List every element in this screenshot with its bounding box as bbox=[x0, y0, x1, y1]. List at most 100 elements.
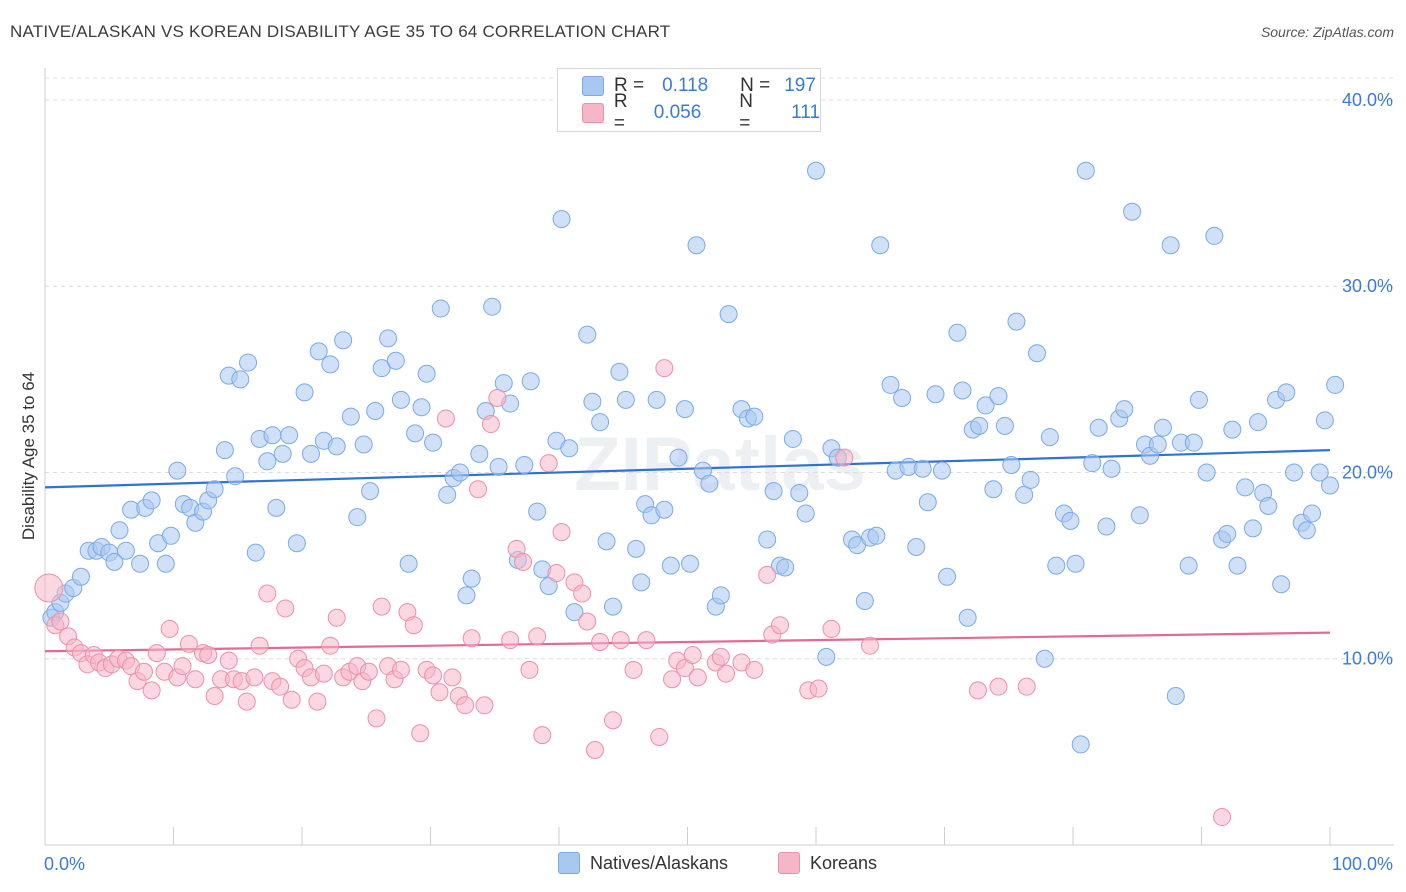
native-point bbox=[1285, 463, 1304, 482]
legend-n-label: N = bbox=[739, 91, 753, 134]
korean-point bbox=[271, 677, 290, 696]
native-point bbox=[348, 508, 367, 527]
native-point bbox=[142, 491, 161, 510]
native-point bbox=[354, 435, 373, 454]
korean-point bbox=[462, 629, 481, 648]
native-point bbox=[1097, 517, 1116, 536]
korean-point bbox=[989, 677, 1008, 696]
korean-point bbox=[603, 711, 622, 730]
korean-point bbox=[142, 681, 161, 700]
legend-swatch-koreans bbox=[582, 103, 604, 123]
native-point bbox=[528, 502, 547, 521]
native-point bbox=[1205, 226, 1224, 245]
native-point bbox=[309, 342, 328, 361]
native-point bbox=[205, 480, 224, 499]
x-tick-label: 100.0% bbox=[1332, 854, 1393, 874]
y-tick-label: 40.0% bbox=[1342, 90, 1393, 110]
native-point bbox=[893, 388, 912, 407]
native-point bbox=[161, 526, 180, 545]
source-label: Source: ZipAtlas.com bbox=[1260, 24, 1394, 40]
native-point bbox=[168, 461, 187, 480]
native-point bbox=[1130, 506, 1149, 525]
korean-point bbox=[539, 454, 558, 473]
native-point bbox=[406, 424, 425, 443]
korean-point bbox=[186, 670, 205, 689]
native-point bbox=[647, 390, 666, 409]
native-point bbox=[700, 474, 719, 493]
korean-point bbox=[683, 646, 702, 665]
korean-point bbox=[411, 724, 430, 743]
native-point bbox=[1021, 470, 1040, 489]
legend-item-natives: Natives/Alaskans bbox=[558, 852, 728, 874]
native-point bbox=[379, 329, 398, 348]
native-point bbox=[451, 463, 470, 482]
native-point bbox=[327, 437, 346, 456]
native-point bbox=[669, 448, 688, 467]
native-point bbox=[280, 426, 299, 445]
korean-point bbox=[469, 480, 488, 499]
legend-row-natives: R = 0.118 N = 197 bbox=[582, 74, 816, 98]
native-point bbox=[334, 331, 353, 350]
native-point bbox=[1236, 478, 1255, 497]
native-point bbox=[970, 416, 989, 435]
native-point bbox=[1259, 496, 1278, 515]
korean-point bbox=[771, 616, 790, 635]
native-point bbox=[399, 554, 418, 573]
axes bbox=[44, 68, 1394, 846]
native-point bbox=[366, 402, 385, 421]
native-point bbox=[1321, 476, 1339, 495]
legend-n-value: 197 bbox=[784, 75, 816, 96]
native-point bbox=[1249, 413, 1268, 432]
native-point bbox=[1326, 375, 1345, 394]
legend-n-value: 111 bbox=[791, 102, 821, 123]
native-point bbox=[675, 400, 694, 419]
native-point bbox=[470, 444, 489, 463]
korean-point bbox=[424, 666, 443, 685]
korean-point bbox=[367, 709, 386, 728]
legend-n-label: N = bbox=[740, 75, 771, 96]
native-point bbox=[1166, 686, 1185, 705]
korean-point bbox=[637, 631, 656, 650]
native-point bbox=[462, 569, 481, 588]
native-point bbox=[273, 444, 292, 463]
native-point bbox=[958, 608, 977, 627]
native-point bbox=[855, 591, 874, 610]
native-point bbox=[372, 359, 391, 378]
native-point bbox=[560, 439, 579, 458]
native-point bbox=[494, 374, 513, 393]
y-tick-label: 10.0% bbox=[1342, 649, 1393, 669]
korean-point bbox=[481, 415, 500, 434]
native-point bbox=[489, 457, 508, 476]
korean-point bbox=[250, 636, 269, 655]
korean-point bbox=[520, 660, 539, 679]
native-point bbox=[1102, 459, 1121, 478]
native-point bbox=[110, 521, 129, 540]
korean-point bbox=[199, 646, 218, 665]
native-point bbox=[907, 537, 926, 556]
native-point bbox=[515, 456, 534, 475]
legend-r-label: R = bbox=[613, 91, 628, 134]
native-point bbox=[758, 530, 777, 549]
korean-point bbox=[34, 573, 64, 603]
native-point bbox=[871, 236, 890, 255]
native-point bbox=[301, 444, 320, 463]
native-point bbox=[1083, 454, 1102, 473]
korean-point bbox=[51, 612, 70, 631]
native-point bbox=[764, 482, 783, 501]
korean-point bbox=[822, 619, 841, 638]
korean-point bbox=[655, 359, 674, 378]
native-point bbox=[881, 375, 900, 394]
native-point bbox=[1153, 418, 1172, 437]
native-point bbox=[1189, 390, 1208, 409]
native-point bbox=[341, 407, 360, 426]
korean-point bbox=[443, 668, 462, 687]
korean-point bbox=[404, 616, 423, 635]
native-point bbox=[1179, 556, 1198, 575]
native-point bbox=[1035, 649, 1054, 668]
native-trend-line bbox=[44, 449, 1331, 489]
native-point bbox=[1272, 575, 1291, 594]
korean-point bbox=[258, 584, 277, 603]
native-point bbox=[1076, 161, 1095, 180]
native-point bbox=[661, 556, 680, 575]
legend-r-value: 0.118 bbox=[662, 75, 709, 96]
